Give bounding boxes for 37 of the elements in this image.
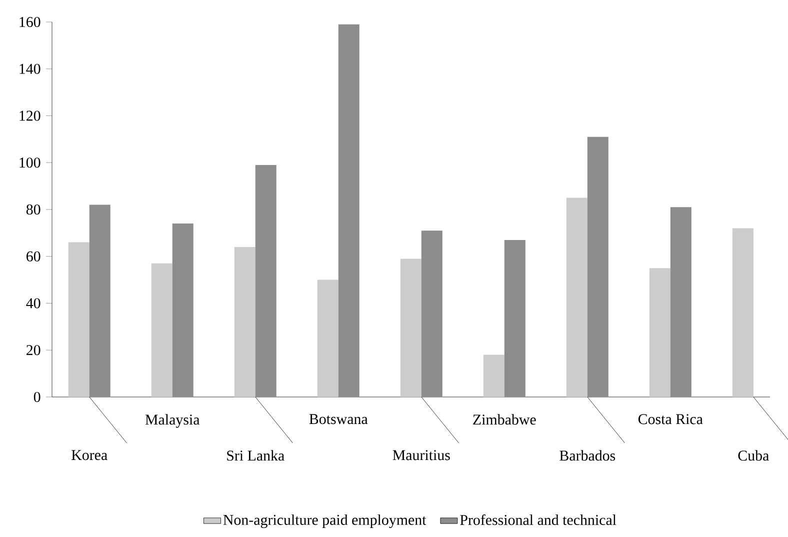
y-tick-label: 80: [26, 204, 40, 215]
legend-label: Non-agriculture paid employment: [223, 514, 426, 528]
bar: [400, 258, 422, 397]
bar: [587, 136, 608, 397]
y-tick-label: 20: [26, 345, 40, 356]
y-tick-label: 120: [20, 110, 40, 121]
bar: [421, 230, 442, 397]
y-tick-label: 160: [20, 16, 40, 28]
y-tick-label: 140: [20, 64, 40, 74]
bar: [317, 280, 338, 397]
x-tick-label: Costa Rica: [638, 414, 703, 424]
x-tick-label: Korea: [72, 450, 108, 460]
x-tick-label: Cuba: [738, 450, 769, 461]
bar: [338, 24, 360, 397]
x-tick-label: Botswana: [309, 414, 368, 424]
bar: [151, 263, 172, 397]
bar: [504, 240, 526, 397]
y-tick-label: 60: [26, 251, 40, 262]
bar: [255, 164, 276, 397]
bar: [649, 268, 670, 397]
x-tick-label: Sri Lanka: [227, 450, 284, 461]
y-tick-label: 100: [20, 158, 40, 168]
bar: [68, 242, 90, 397]
x-tick-label: Mauritius: [392, 450, 450, 460]
bar: [732, 228, 754, 397]
bar: [172, 224, 194, 397]
x-tick-label: Barbados: [560, 450, 616, 461]
y-tick-label: 40: [26, 298, 40, 308]
x-tick-label: Zimbabwe: [473, 414, 536, 425]
bar: [234, 246, 256, 397]
y-tick-label: 0: [34, 392, 40, 402]
bar: [483, 354, 504, 397]
legend-label: Professional and technical: [460, 514, 616, 526]
bar: [566, 198, 588, 397]
x-tick-label: Malaysia: [145, 414, 200, 428]
bar: [670, 207, 692, 397]
bar: [89, 204, 110, 397]
